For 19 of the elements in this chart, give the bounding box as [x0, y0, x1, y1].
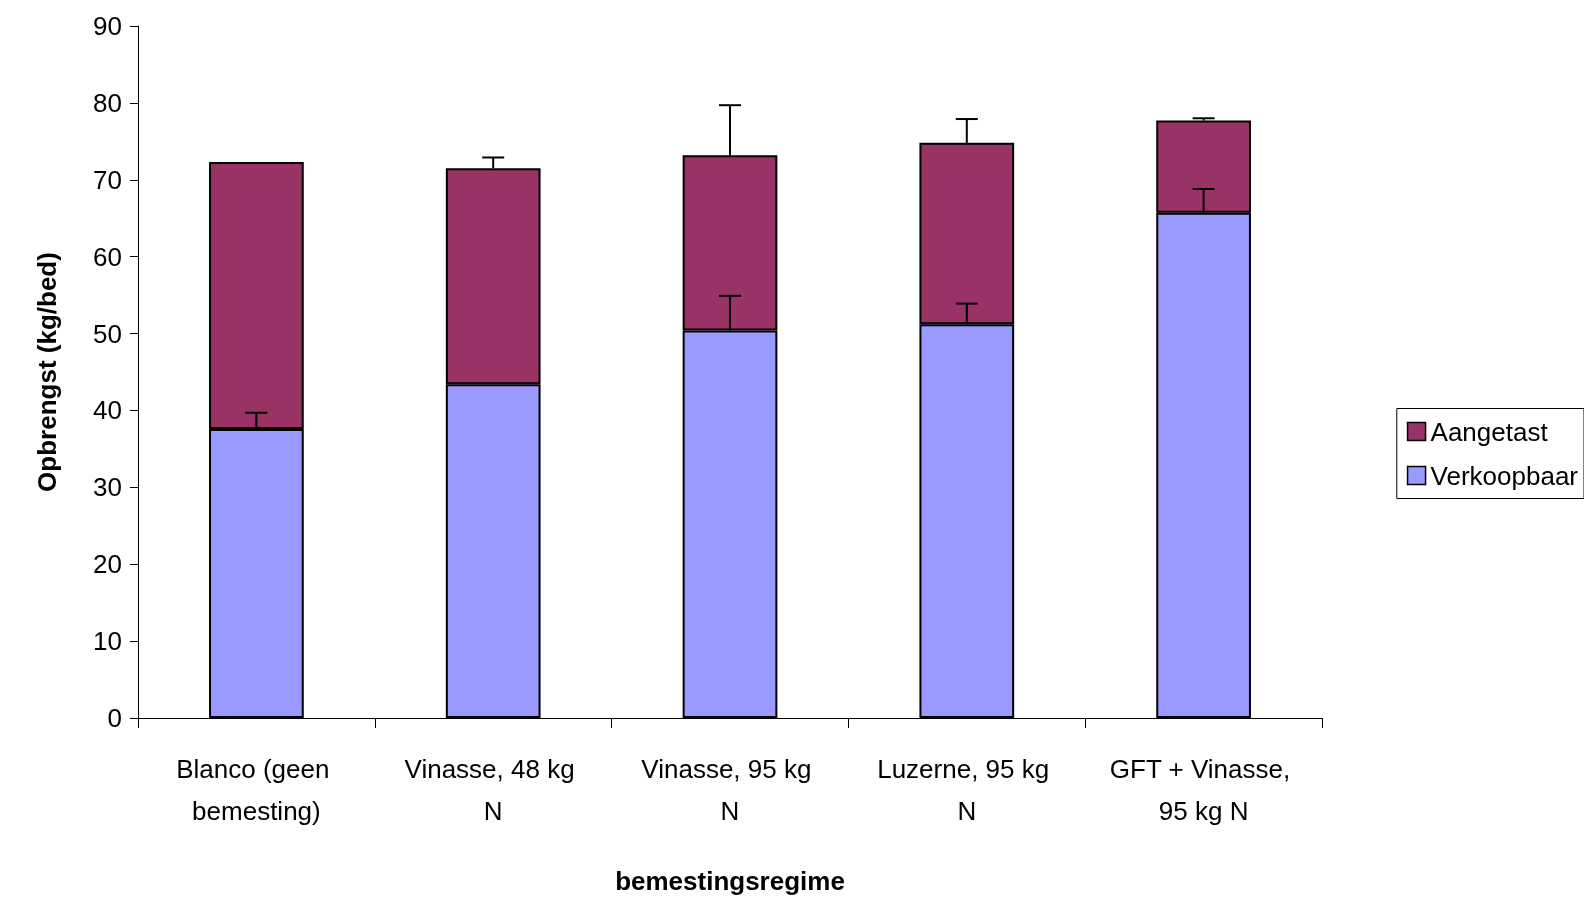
x-tick-label: Blanco (geen bemesting): [176, 754, 337, 826]
y-tick-label: 50: [93, 318, 122, 349]
x-tick-label: Vinasse, 48 kg N: [404, 754, 582, 826]
y-axis-title: Opbrengst (kg/bed): [32, 252, 62, 492]
legend-label: Aangetast: [1430, 416, 1549, 447]
x-axis-title: bemestingsregime: [615, 866, 845, 896]
x-tick-label: Vinasse, 95 kg N: [641, 754, 819, 826]
y-tick-label: 30: [93, 472, 122, 503]
x-tick-label: Luzerne, 95 kg N: [877, 754, 1057, 826]
x-tick-label: GFT + Vinasse, 95 kg N: [1109, 754, 1298, 826]
y-tick-label: 0: [107, 703, 122, 733]
y-tick-label: 40: [93, 395, 122, 426]
y-tick-label: 60: [93, 241, 122, 272]
y-tick-label: 90: [93, 11, 122, 41]
y-tick-label: 20: [93, 549, 122, 580]
y-tick-label: 80: [93, 87, 122, 118]
y-tick-label: 70: [93, 164, 122, 195]
y-tick-label: 10: [93, 626, 122, 657]
legend-label: Verkoopbaar: [1430, 460, 1579, 491]
